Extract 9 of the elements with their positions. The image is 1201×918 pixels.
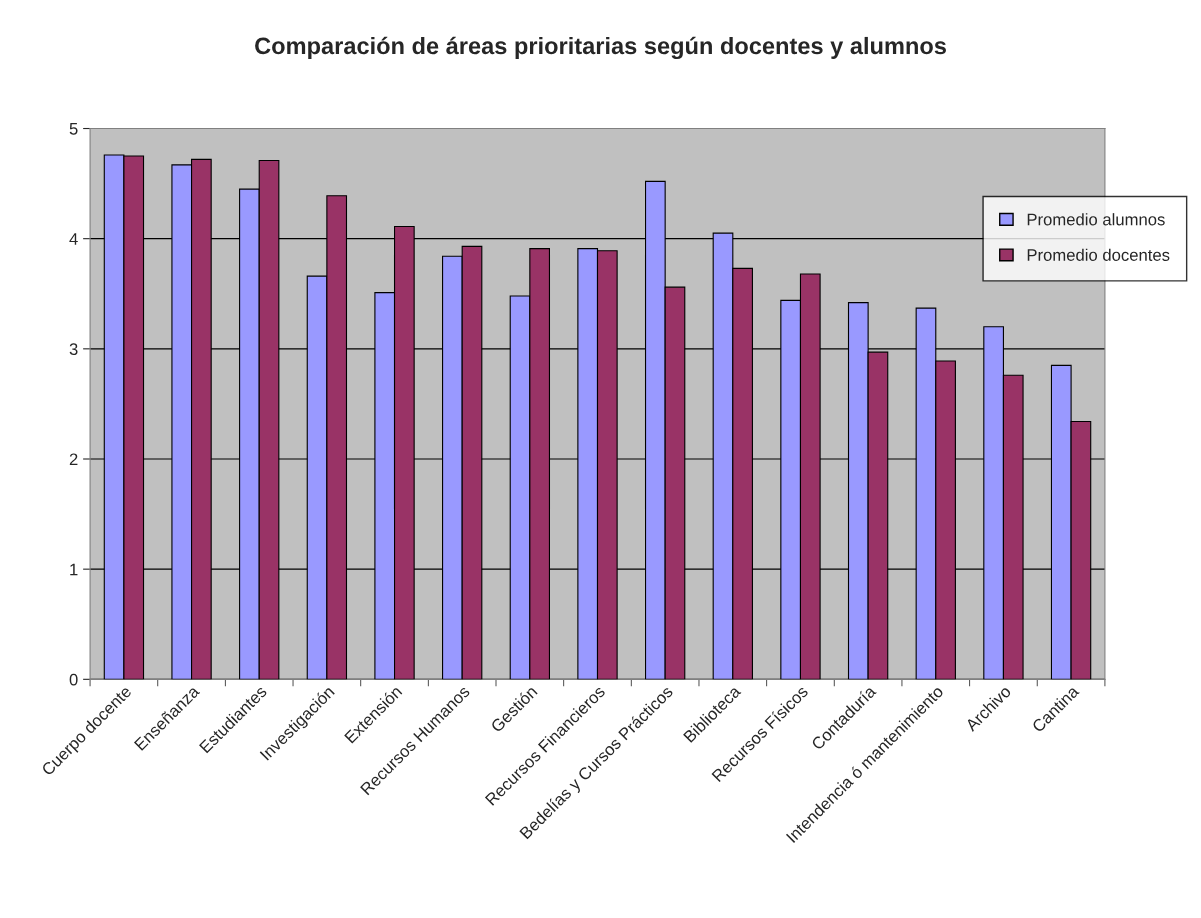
y-tick-label: 2 — [69, 453, 78, 466]
chart-title: Comparación de áreas prioritarias según docentes y alumnos — [255, 36, 946, 60]
y-tick-label: 3 — [69, 343, 78, 356]
y-tick-label: 4 — [69, 233, 78, 245]
y-tick-label: 5 — [69, 123, 78, 135]
legend-label: Promedio alumnos — [1027, 213, 1165, 226]
legend-label: Promedio docentes — [1027, 248, 1170, 261]
y-tick-label: 0 — [69, 673, 78, 686]
y-tick-label: 1 — [70, 563, 78, 576]
